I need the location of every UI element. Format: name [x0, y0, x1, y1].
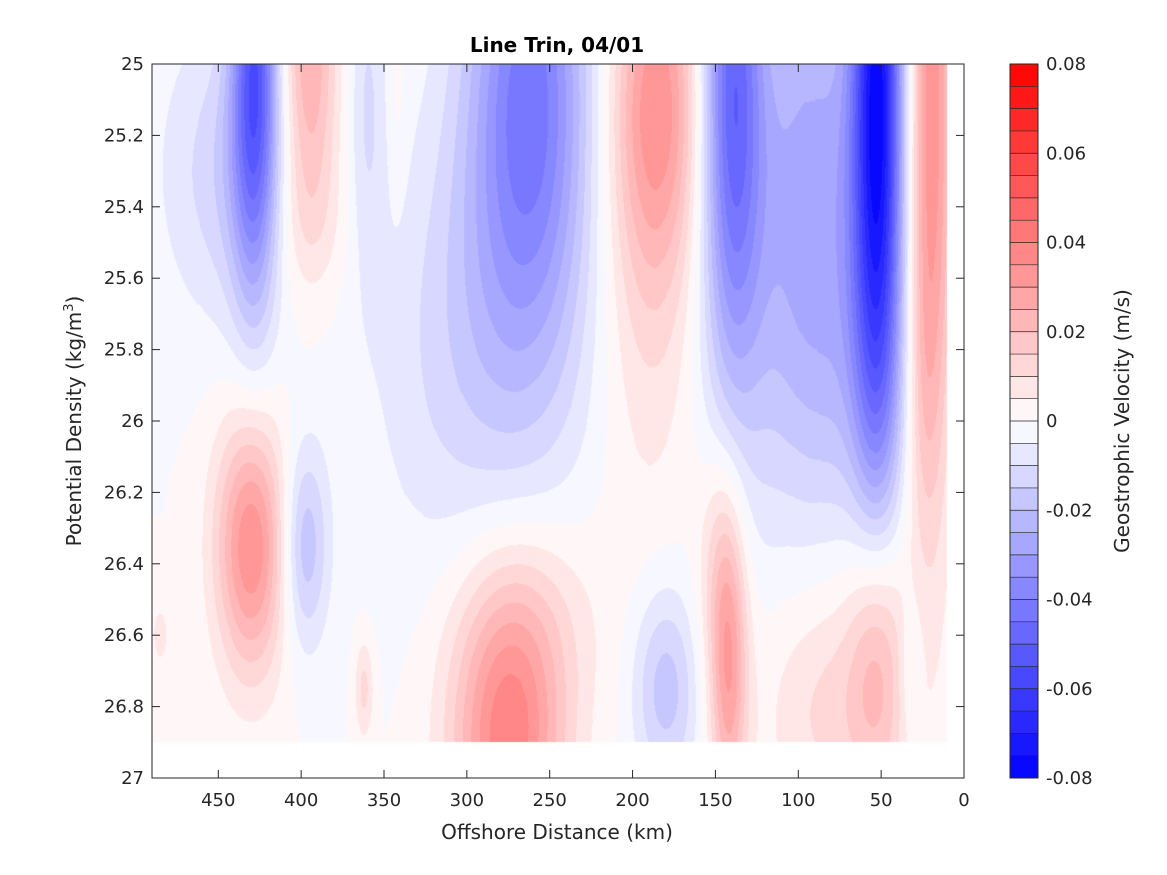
colorbar-level	[1010, 487, 1038, 511]
colorbar-level	[1010, 599, 1038, 623]
colorbar-level	[1010, 197, 1038, 221]
colorbar-level	[1010, 443, 1038, 466]
y-tick-label: 26.8	[104, 697, 144, 718]
colorbar-level	[1010, 309, 1038, 333]
x-tick-label: 250	[533, 790, 567, 811]
colorbar-level	[1010, 554, 1038, 578]
x-tick-label: 50	[870, 790, 893, 811]
colorbar-level	[1010, 398, 1038, 422]
chart-title: Line Trin, 04/01	[470, 33, 644, 57]
y-tick-label: 25.2	[104, 125, 144, 146]
colorbar-level	[1010, 711, 1038, 734]
y-axis-title-main: Potential Density (kg/m	[62, 312, 86, 547]
plot-area	[151, 63, 965, 779]
y-tick-label: 25.8	[104, 340, 144, 361]
colorbar-tick-label: 0.08	[1046, 54, 1086, 75]
colorbar-level	[1010, 242, 1038, 266]
colorbar-level	[1010, 130, 1038, 154]
colorbar-tick-label: -0.08	[1046, 768, 1093, 789]
x-tick-label: 100	[781, 790, 815, 811]
x-tick-label: 350	[367, 790, 401, 811]
x-tick-label: 150	[698, 790, 732, 811]
y-axis: 25 25.2 25.4 25.6 25.8 26 26.2 26.4 26.6 26.8 27	[104, 54, 964, 789]
x-tick-label: 200	[615, 790, 649, 811]
colorbar-frame	[1009, 63, 1039, 779]
colorbar-level	[1010, 64, 1038, 87]
colorbar-level	[1010, 86, 1038, 109]
x-tick-label: 0	[958, 790, 969, 811]
y-tick-label: 25.6	[104, 268, 144, 289]
x-tick-label: 400	[284, 790, 318, 811]
colorbar	[1009, 63, 1039, 779]
colorbar-level	[1010, 688, 1038, 712]
y-tick-label: 26	[121, 411, 144, 432]
x-tick-label: 300	[450, 790, 484, 811]
y-tick-label: 26.6	[104, 625, 144, 646]
x-axis: 450 400 350 300 250 200 150 100 50 0	[201, 64, 970, 811]
y-tick-label: 25	[121, 54, 144, 75]
colorbar-level	[1010, 532, 1038, 556]
y-tick-label: 27	[121, 768, 144, 789]
colorbar-level	[1010, 376, 1038, 399]
colorbar-level	[1010, 220, 1038, 243]
colorbar-level	[1010, 264, 1038, 288]
velocity-field	[152, 64, 964, 778]
colorbar-level	[1010, 354, 1038, 377]
x-axis-title: Offshore Distance (km)	[441, 820, 673, 844]
colorbar-level	[1010, 621, 1038, 645]
colorbar-level	[1010, 175, 1038, 199]
colorbar-tick-label: -0.02	[1046, 500, 1093, 521]
colorbar-tick-label: 0.04	[1046, 233, 1086, 254]
colorbar-tick-label: 0.02	[1046, 322, 1086, 343]
colorbar-level	[1010, 755, 1038, 779]
colorbar-level	[1010, 287, 1038, 310]
colorbar-level	[1010, 108, 1038, 132]
colorbar-level	[1010, 644, 1038, 667]
colorbar-level	[1010, 421, 1038, 444]
y-axis-title-superscript: 3	[62, 303, 77, 311]
y-tick-label: 25.4	[104, 197, 144, 218]
x-tick-label: 450	[201, 790, 235, 811]
colorbar-level	[1010, 510, 1038, 533]
colorbar-level	[1010, 153, 1038, 176]
y-axis-title: Potential Density (kg/m3)	[62, 296, 86, 547]
y-tick-label: 26.2	[104, 482, 144, 503]
y-axis-title-end: )	[62, 296, 86, 304]
colorbar-level	[1010, 331, 1038, 355]
colorbar-tick-label: -0.04	[1046, 590, 1093, 611]
colorbar-level	[1010, 577, 1038, 600]
y-tick-label: 26.4	[104, 554, 144, 575]
colorbar-tick-label: 0	[1046, 411, 1057, 432]
colorbar-tick-label: 0.06	[1046, 143, 1086, 164]
colorbar-tick-label: -0.06	[1046, 679, 1093, 700]
colorbar-level	[1010, 465, 1038, 489]
colorbar-title: Geostrophic Velocity (m/s)	[1110, 289, 1134, 553]
colorbar-ticks: 0.08 0.06 0.04 0.02 0 -0.02 -0.04 -0.06 -0.08	[1046, 54, 1093, 789]
colorbar-level	[1010, 733, 1038, 756]
colorbar-level	[1010, 666, 1038, 690]
